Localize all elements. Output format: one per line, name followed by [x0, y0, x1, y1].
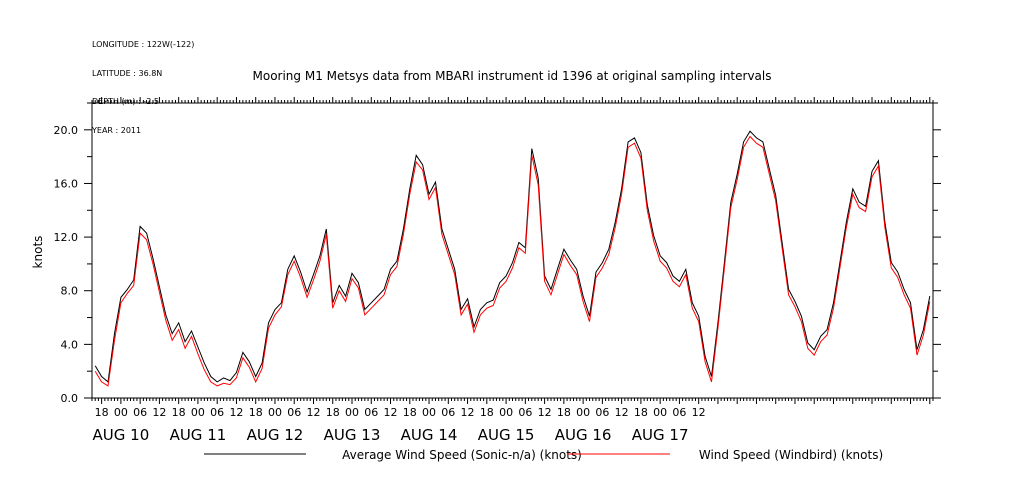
x-tick-label: 06 — [364, 406, 378, 419]
x-tick-label: 06 — [595, 406, 609, 419]
x-tick-label: 00 — [345, 406, 359, 419]
x-tick-label: 00 — [191, 406, 205, 419]
x-tick-label: 00 — [422, 406, 436, 419]
x-tick-label: 06 — [672, 406, 686, 419]
metadata-block: LONGITUDE : 122W(-122) LATITUDE : 36.8N … — [92, 21, 194, 145]
chart-title: Mooring M1 Metsys data from MBARI instru… — [253, 69, 772, 83]
x-tick-label: 12 — [692, 406, 706, 419]
x-tick-label: 00 — [114, 406, 128, 419]
x-tick-label: 00 — [576, 406, 590, 419]
day-label: AUG 17 — [632, 426, 689, 444]
day-labels: AUG 10 AUG 11 AUG 12 AUG 13 AUG 14 AUG 15 AUG … — [93, 426, 689, 444]
legend: Average Wind Speed (Sonic-n/a) (knots) W… — [204, 448, 883, 462]
x-tick-label: 12 — [461, 406, 475, 419]
day-label: AUG 11 — [170, 426, 227, 444]
x-tick-label: 12 — [306, 406, 320, 419]
latitude-label: LATITUDE : 36.8N — [92, 68, 163, 78]
x-tick-label: 18 — [326, 406, 340, 419]
x-tick-label: 18 — [480, 406, 494, 419]
x-tick-label: 18 — [557, 406, 571, 419]
x-tick-label: 12 — [152, 406, 166, 419]
x-tick-label: 12 — [384, 406, 398, 419]
longitude-label: LONGITUDE : 122W(-122) — [92, 40, 195, 49]
day-label: AUG 12 — [247, 426, 304, 444]
plot-frame — [91, 102, 934, 399]
y-tick-label: 12.0 — [54, 231, 79, 244]
x-tick-label: 12 — [615, 406, 629, 419]
legend-label-windbird: Wind Speed (Windbird) (knots) — [699, 448, 883, 462]
x-tick-label: 00 — [653, 406, 667, 419]
y-tick-label: 20.0 — [54, 124, 79, 137]
x-tick-label: 06 — [441, 406, 455, 419]
x-tick-label: 06 — [518, 406, 532, 419]
year-label: YEAR : 2011 — [92, 125, 142, 135]
day-label: AUG 14 — [401, 426, 458, 444]
x-tick-label: 00 — [499, 406, 513, 419]
x-tick-label: 12 — [538, 406, 552, 419]
depth-label: DEPTH (m) : -2.5 — [92, 97, 159, 106]
series-average-wind-speed-line — [94, 130, 931, 383]
y-tick-label: 4.0 — [61, 338, 79, 351]
day-label: AUG 16 — [555, 426, 612, 444]
series-windbird-wind-speed-line — [94, 135, 931, 387]
x-tick-label: 00 — [268, 406, 282, 419]
y-tick-label: 0.0 — [61, 392, 79, 405]
x-tick-label: 06 — [210, 406, 224, 419]
x-tick-label: 06 — [287, 406, 301, 419]
y-tick-labels: 0.0 4.0 8.0 12.0 16.0 20.0 — [54, 124, 79, 405]
day-label: AUG 10 — [93, 426, 150, 444]
x-tick-label: 18 — [95, 406, 109, 419]
axis-ticks — [84, 97, 941, 404]
x-tick-label: 06 — [133, 406, 147, 419]
y-tick-label: 8.0 — [61, 285, 79, 298]
x-tick-labels: 18 00 06 12 18 00 06 12 18 00 06 12 18 00 06 12 18 00 06 12… — [95, 406, 706, 419]
y-tick-label: 16.0 — [54, 177, 79, 190]
x-tick-label: 12 — [229, 406, 243, 419]
y-axis-label: knots — [31, 236, 45, 269]
x-tick-label: 18 — [172, 406, 186, 419]
x-tick-label: 18 — [634, 406, 648, 419]
x-tick-label: 18 — [249, 406, 263, 419]
x-tick-label: 18 — [403, 406, 417, 419]
day-label: AUG 15 — [478, 426, 535, 444]
legend-label-average: Average Wind Speed (Sonic-n/a) (knots) — [342, 448, 582, 462]
day-label: AUG 13 — [324, 426, 381, 444]
